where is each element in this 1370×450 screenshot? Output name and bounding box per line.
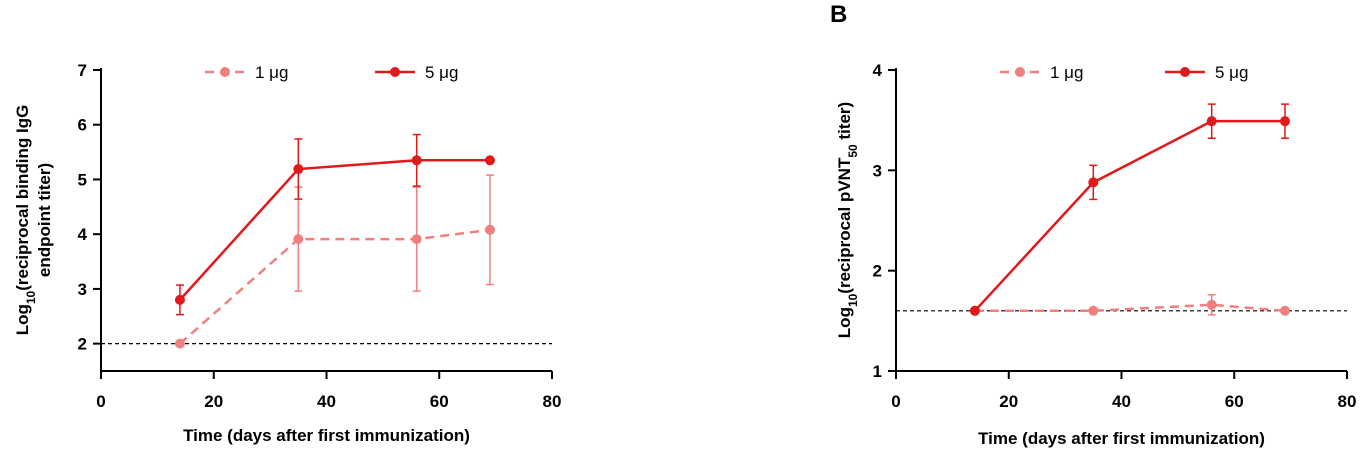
data-point: [1088, 305, 1099, 316]
x-tick-label: 80: [1338, 392, 1357, 411]
series-dose-1ug: [174, 174, 495, 349]
x-axis-label: Time (days after first immunization): [183, 426, 470, 445]
data-point: [411, 155, 422, 166]
series-line: [974, 119, 1285, 312]
legend-label: 5 μg: [1215, 63, 1248, 82]
y-tick-label: 3: [78, 280, 87, 299]
y-tick-label: 2: [873, 262, 882, 281]
data-point: [484, 224, 495, 235]
y-tick-label: 6: [78, 116, 87, 135]
legend-label: 1 μg: [255, 63, 288, 82]
legend-label: 5 μg: [425, 63, 458, 82]
data-point: [1088, 177, 1099, 188]
chart-igg-binding: 2 3 4 5 6 7 0 20 40 60 80 Time (days after first im…: [13, 61, 561, 445]
legend-label: 1 μg: [1050, 63, 1083, 82]
series-line: [178, 159, 490, 301]
y-tick-label: 1: [873, 362, 882, 381]
series-line: [974, 303, 1286, 313]
series-dose-5ug: [174, 133, 495, 316]
y-tick-label: 2: [78, 335, 87, 354]
x-tick-label: 20: [999, 392, 1018, 411]
x-tick-label: 0: [96, 392, 105, 411]
y-tick-label: 7: [78, 61, 87, 80]
data-point: [1279, 305, 1290, 316]
data-point: [174, 294, 185, 305]
y-tick-label: 3: [873, 161, 882, 180]
x-tick-label: 60: [430, 392, 449, 411]
data-point: [1206, 116, 1217, 127]
data-point: [174, 338, 185, 349]
data-point: [293, 234, 304, 245]
y-axis-label: Log10(reciprocal binding IgG: [13, 105, 38, 336]
y-axis-label: Log10(reciprocal pVNT50 titer): [835, 102, 860, 338]
data-point: [1206, 299, 1217, 310]
legend-marker: [1180, 67, 1190, 77]
y-tick-label: 4: [78, 225, 88, 244]
x-tick-label: 40: [1112, 392, 1131, 411]
legend-marker: [220, 67, 230, 77]
legend-marker: [1015, 67, 1025, 77]
data-point: [969, 305, 980, 316]
x-tick-label: 40: [317, 392, 336, 411]
data-point: [411, 234, 422, 245]
y-axis-label-line2: endpoint titer): [35, 163, 54, 277]
data-point: [293, 164, 304, 175]
data-point: [1279, 116, 1290, 127]
y-tick-label: 4: [873, 61, 883, 80]
y-tick-label: 5: [78, 170, 87, 189]
x-tick-label: 60: [1225, 392, 1244, 411]
x-tick-label: 0: [891, 392, 900, 411]
x-tick-label: 20: [204, 392, 223, 411]
series-dose-1ug: [969, 293, 1290, 316]
legend-marker: [390, 67, 400, 77]
panel-letter: B: [830, 1, 847, 28]
x-axis-label: Time (days after first immunization): [978, 429, 1265, 448]
series-dose-5ug: [969, 103, 1290, 316]
series-line: [179, 228, 491, 345]
data-point: [484, 155, 495, 166]
x-tick-label: 80: [543, 392, 562, 411]
